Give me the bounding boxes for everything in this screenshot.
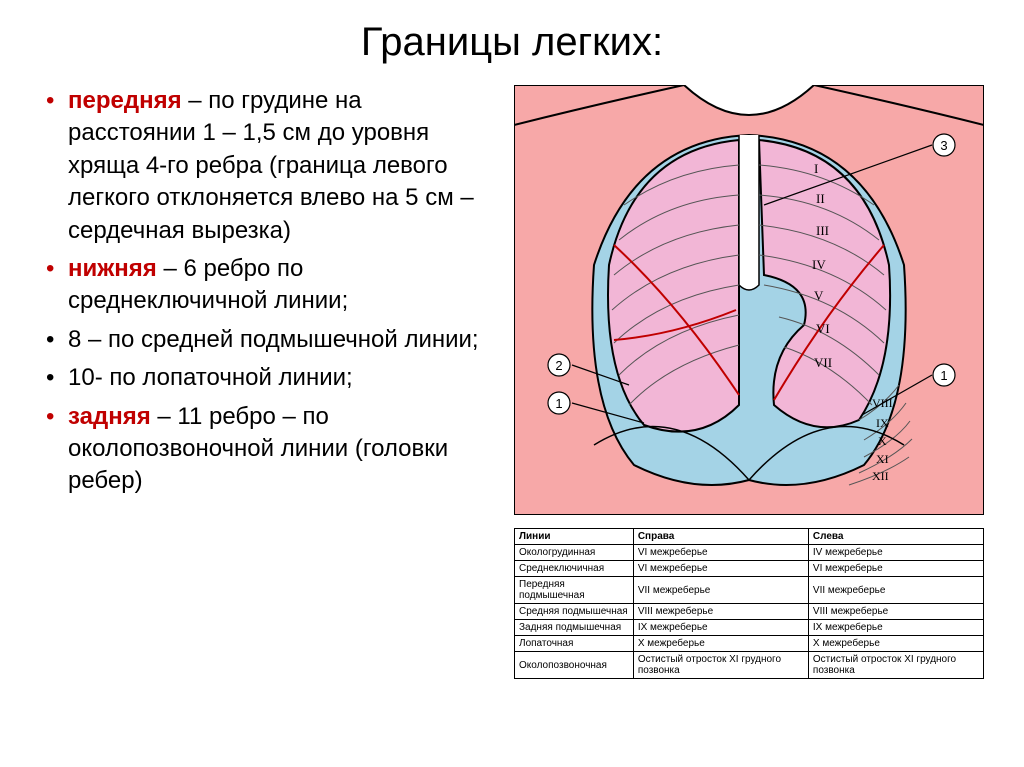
- bullet-item: задняя – 11 ребро – по околопозвоночной …: [40, 401, 494, 498]
- content-row: передняя – по грудине на расстоянии 1 – …: [40, 85, 984, 679]
- svg-text:VI: VI: [816, 321, 830, 336]
- svg-text:1: 1: [940, 368, 947, 383]
- table-header: Слева: [808, 529, 983, 545]
- table-row: ЛопаточнаяX межреберьеX межреберье: [515, 636, 984, 652]
- page-title: Границы легких:: [40, 20, 984, 65]
- svg-text:III: III: [816, 223, 829, 238]
- table-cell: Лопаточная: [515, 636, 634, 652]
- svg-text:2: 2: [555, 358, 562, 373]
- table-cell: VII межреберье: [808, 577, 983, 604]
- table-cell: IV межреберье: [808, 545, 983, 561]
- svg-text:XI: XI: [876, 452, 889, 466]
- bullet-keyword: задняя: [68, 403, 151, 430]
- anatomy-diagram: I II III IV V VI VII VIII IX X XI XII: [514, 85, 984, 515]
- bullet-list: передняя – по грудине на расстоянии 1 – …: [40, 85, 494, 498]
- table-cell: X межреберье: [808, 636, 983, 652]
- svg-text:VII: VII: [814, 355, 832, 370]
- slide: Границы легких: передняя – по грудине на…: [0, 0, 1024, 767]
- svg-text:IV: IV: [812, 257, 826, 272]
- bullet-text: 8 – по средней подмышечной линии;: [68, 326, 479, 353]
- table-row: Передняя подмышечнаяVII межреберьеVII ме…: [515, 577, 984, 604]
- table-cell: Околопозвоночная: [515, 652, 634, 679]
- bullet-item: передняя – по грудине на расстоянии 1 – …: [40, 85, 494, 247]
- svg-text:XII: XII: [872, 469, 889, 483]
- bullet-text: 10- по лопаточной линии;: [68, 364, 353, 391]
- bullet-list-column: передняя – по грудине на расстоянии 1 – …: [40, 85, 494, 679]
- svg-text:II: II: [816, 191, 825, 206]
- bullet-item: 8 – по средней подмышечной линии;: [40, 324, 494, 356]
- table-row: ОкологрудиннаяVI межреберьеIV межреберье: [515, 545, 984, 561]
- diagram-column: I II III IV V VI VII VIII IX X XI XII: [514, 85, 984, 679]
- mediastinum: [739, 135, 759, 290]
- table-cell: VI межреберье: [633, 545, 808, 561]
- svg-text:V: V: [814, 288, 824, 303]
- table-row: ОколопозвоночнаяОстистый отросток XI гру…: [515, 652, 984, 679]
- table-cell: Передняя подмышечная: [515, 577, 634, 604]
- table-row: Средняя подмышечнаяVIII межреберьеVIII м…: [515, 604, 984, 620]
- table-cell: VIII межреберье: [808, 604, 983, 620]
- table-cell: X межреберье: [633, 636, 808, 652]
- table-cell: VI межреберье: [808, 561, 983, 577]
- bullet-item: 10- по лопаточной линии;: [40, 362, 494, 394]
- lung-borders-table: ЛинииСправаСлеваОкологрудиннаяVI межребе…: [514, 528, 984, 679]
- table-row: Задняя подмышечнаяIX межреберьеIX межреб…: [515, 620, 984, 636]
- borders-table: ЛинииСправаСлеваОкологрудиннаяVI межребе…: [514, 528, 984, 679]
- table-row: СреднеключичнаяVI межреберьеVI межреберь…: [515, 561, 984, 577]
- svg-text:3: 3: [940, 138, 947, 153]
- table-cell: Окологрудинная: [515, 545, 634, 561]
- svg-text:1: 1: [555, 396, 562, 411]
- table-cell: Среднеключичная: [515, 561, 634, 577]
- table-cell: IX межреберье: [633, 620, 808, 636]
- table-cell: Остистый отросток XI грудного позвонка: [633, 652, 808, 679]
- table-cell: IX межреберье: [808, 620, 983, 636]
- svg-text:I: I: [814, 161, 818, 176]
- table-cell: VI межреберье: [633, 561, 808, 577]
- table-cell: Средняя подмышечная: [515, 604, 634, 620]
- table-cell: VIII межреберье: [633, 604, 808, 620]
- table-header: Справа: [633, 529, 808, 545]
- bullet-keyword: передняя: [68, 87, 182, 114]
- table-cell: Остистый отросток XI грудного позвонка: [808, 652, 983, 679]
- table-cell: Задняя подмышечная: [515, 620, 634, 636]
- table-header: Линии: [515, 529, 634, 545]
- svg-text:IX: IX: [876, 416, 889, 430]
- bullet-keyword: нижняя: [68, 255, 157, 282]
- bullet-item: нижняя – 6 ребро по среднеключичной лини…: [40, 253, 494, 318]
- table-cell: VII межреберье: [633, 577, 808, 604]
